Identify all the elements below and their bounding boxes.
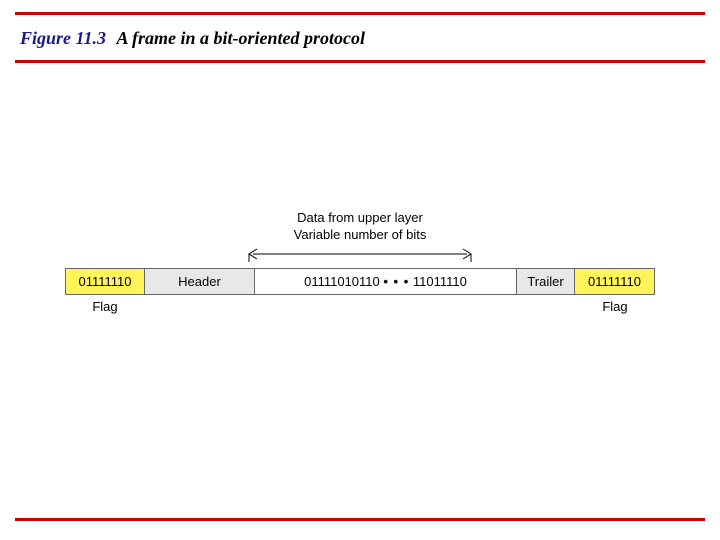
extent-bracket (247, 246, 473, 262)
label-trailer (517, 299, 575, 314)
label-payload (255, 299, 517, 314)
payload-ellipsis: • • • (383, 274, 409, 289)
labels-row: Flag Flag (65, 299, 655, 314)
label-header (145, 299, 255, 314)
payload-right: 11011110 (413, 274, 467, 289)
under-title-rule (15, 60, 705, 63)
trailer-cell: Trailer (517, 268, 575, 295)
payload-cell: 01111010110 • • • 11011110 (255, 268, 517, 295)
annotation-line1: Data from upper layer (65, 210, 655, 227)
flag-start-cell: 01111110 (65, 268, 145, 295)
top-rule (15, 12, 705, 15)
frame-diagram: Data from upper layer Variable number of… (65, 210, 655, 314)
label-flag-end: Flag (575, 299, 655, 314)
annotation-line2: Variable number of bits (65, 227, 655, 244)
figure-title: Figure 11.3 A frame in a bit-oriented pr… (20, 28, 365, 49)
frame-row: 01111110 Header 01111010110 • • • 110111… (65, 268, 655, 295)
label-flag-start: Flag (65, 299, 145, 314)
figure-number: Figure 11.3 (20, 28, 106, 48)
flag-end-cell: 01111110 (575, 268, 655, 295)
bottom-rule (15, 518, 705, 521)
header-cell: Header (145, 268, 255, 295)
figure-caption: A frame in a bit-oriented protocol (117, 28, 366, 48)
payload-left: 01111010110 (304, 274, 380, 289)
